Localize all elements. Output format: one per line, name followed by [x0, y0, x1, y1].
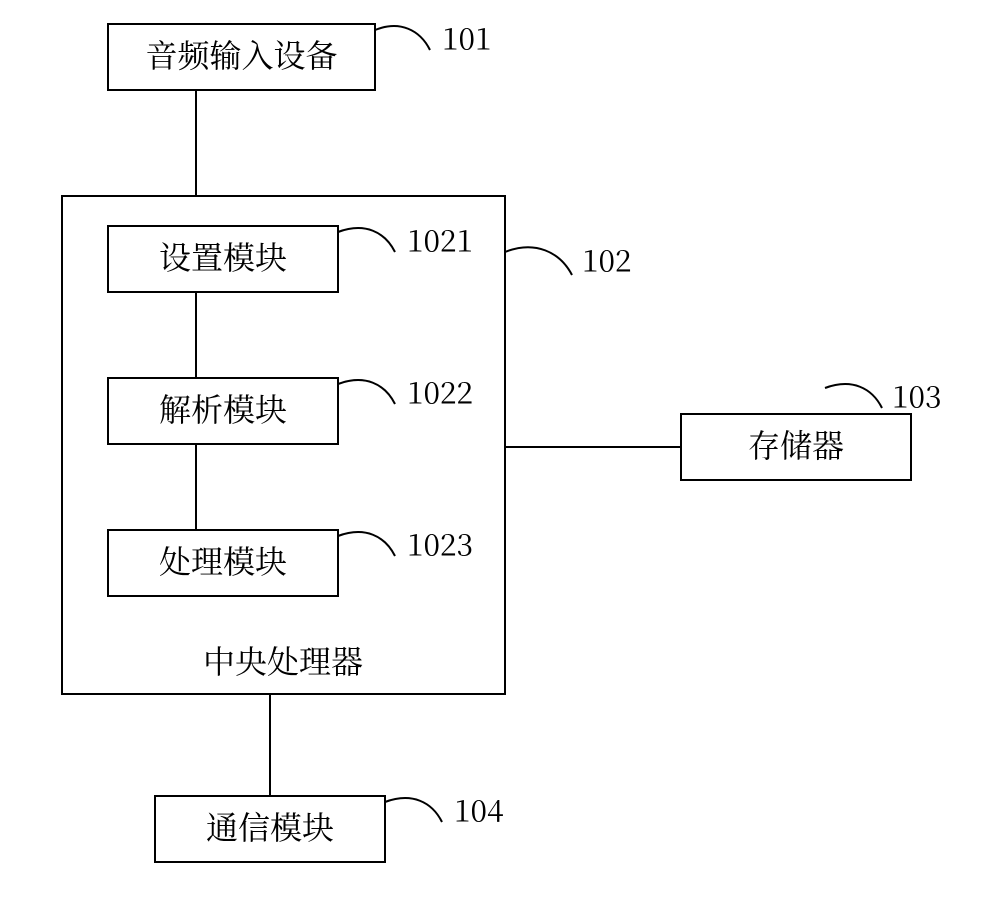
leader-comm [385, 798, 442, 822]
audio-input-label: 音频输入设备 [145, 31, 337, 77]
settings-module-label: 设置模块 [159, 233, 287, 279]
processor-module-label: 处理模块 [159, 537, 287, 583]
settings-refnum: 1021 [407, 217, 473, 261]
cpu-container-label: 中央处理器 [203, 637, 363, 683]
memory-label: 存储器 [748, 421, 844, 467]
comm-refnum: 104 [454, 787, 504, 831]
cpu-refnum: 102 [582, 237, 632, 281]
processor-refnum: 1023 [407, 521, 473, 565]
block-diagram: 音频输入设备 设置模块 解析模块 处理模块 存储器 通信模块 中央处理器 101… [0, 0, 1000, 903]
parser-module-label: 解析模块 [159, 385, 287, 431]
parser-refnum: 1022 [407, 369, 473, 413]
audio-input-refnum: 101 [442, 15, 492, 59]
memory-refnum: 103 [892, 373, 942, 417]
comm-module-label: 通信模块 [206, 803, 334, 849]
leader-cpu_container [505, 247, 572, 275]
leader-memory [825, 384, 882, 408]
leader-audio_input [375, 26, 430, 50]
